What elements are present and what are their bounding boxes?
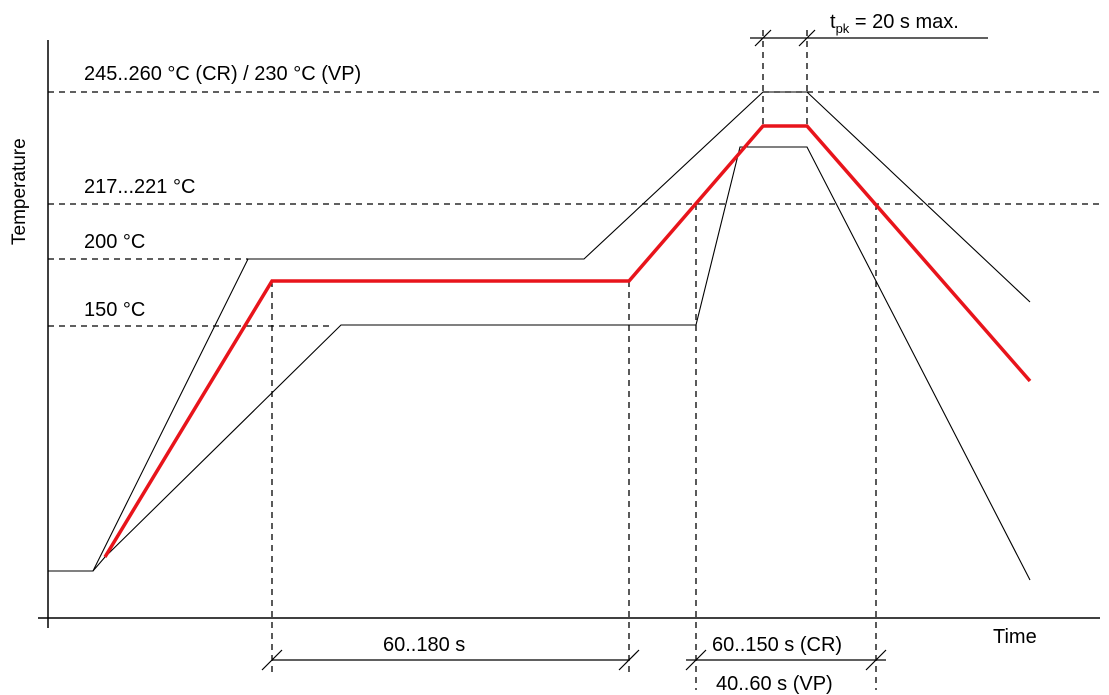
liquidus-level-label: 217...221 °C xyxy=(84,176,195,198)
upper-limit-curve xyxy=(48,91,1031,572)
peak-time-tick-right xyxy=(798,29,816,47)
y-axis-label: Temperature xyxy=(9,138,30,245)
liquidus-time-tick-left xyxy=(685,649,707,671)
peak-time-symbol: t xyxy=(830,11,836,33)
soak-time-tick-right xyxy=(618,649,640,671)
soak-time-tick-left xyxy=(261,649,283,671)
liquidus-time-vp-label: 40..60 s (VP) xyxy=(716,673,833,695)
peak-time-subscript: pk xyxy=(836,21,850,36)
soak-time-label: 60..180 s xyxy=(383,634,465,656)
recommended-profile-curve xyxy=(103,124,1032,558)
soak-high-level-label: 200 °C xyxy=(84,231,145,253)
soak-low-level-label: 150 °C xyxy=(84,299,145,321)
liquidus-time-cr-label: 60..150 s (CR) xyxy=(712,634,842,656)
peak-time-label: tpk = 20 s max. xyxy=(830,11,959,36)
peak-time-value: = 20 s max. xyxy=(849,11,959,33)
x-axis-label: Time xyxy=(993,626,1037,648)
liquidus-time-tick-right xyxy=(865,649,887,671)
peak-time-tick-left xyxy=(754,29,772,47)
peak-level-label: 245..260 °C (CR) / 230 °C (VP) xyxy=(84,63,361,85)
lower-limit-curve xyxy=(48,146,1031,581)
